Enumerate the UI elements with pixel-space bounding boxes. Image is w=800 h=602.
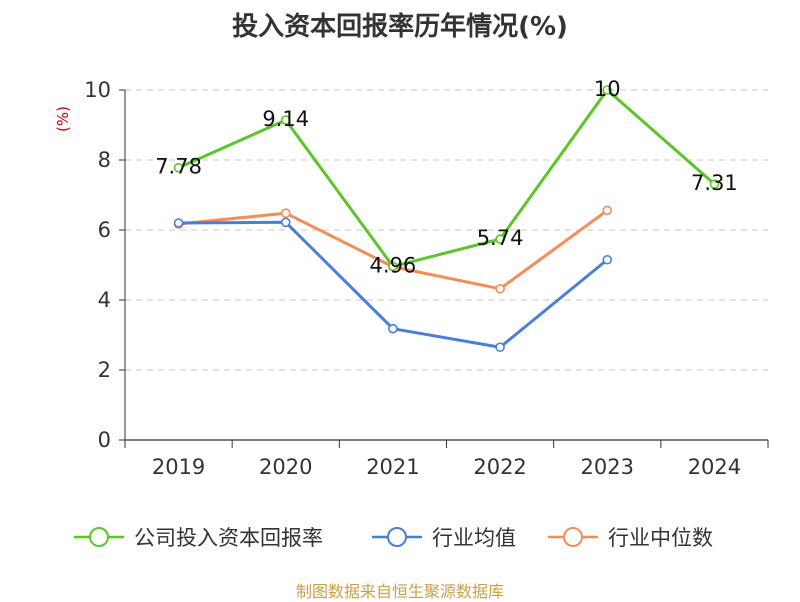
data-point xyxy=(602,254,613,265)
axis-layer: 0 2 4 6 8 10 2019 2020 2021 2022 2023 2024 xyxy=(84,78,769,479)
data-point xyxy=(388,323,398,334)
grid-layer xyxy=(125,89,768,371)
y-tick-label: 10 xyxy=(84,78,111,102)
data-label: 7.31 xyxy=(691,171,738,195)
x-tick-label: 2020 xyxy=(259,455,312,479)
data-label: 9.14 xyxy=(262,107,309,131)
x-tick-label: 2022 xyxy=(473,455,526,479)
legend-marker xyxy=(387,527,407,547)
data-label-layer: 7.78 9.14 4.96 5.74 10 7.31 xyxy=(155,77,738,277)
legend-marker xyxy=(563,527,583,547)
legend-label: 行业中位数 xyxy=(608,526,713,550)
data-point xyxy=(495,283,505,294)
y-tick-label: 6 xyxy=(98,218,111,242)
y-tick-label: 2 xyxy=(98,358,111,382)
legend: 公司投入资本回报率 行业均值 行业中位数 xyxy=(74,526,713,550)
x-tick-label: 2024 xyxy=(688,455,741,479)
data-point xyxy=(173,218,184,228)
data-label: 4.96 xyxy=(370,253,417,277)
data-point xyxy=(280,208,291,218)
x-tick-label: 2021 xyxy=(366,455,419,479)
legend-label: 行业均值 xyxy=(432,526,516,550)
data-point xyxy=(173,162,184,173)
data-point xyxy=(709,179,720,189)
data-label: 5.74 xyxy=(477,226,524,250)
data-point xyxy=(495,342,505,353)
chart-title: 投入资本回报率历年情况(%) xyxy=(232,12,568,42)
y-tick-label: 0 xyxy=(98,428,111,452)
y-tick-label: 4 xyxy=(98,288,111,312)
data-point xyxy=(602,85,613,95)
x-tick-label: 2019 xyxy=(152,455,205,479)
data-label: 10 xyxy=(594,77,621,101)
data-label: 7.78 xyxy=(155,155,202,179)
data-point xyxy=(495,234,505,244)
data-point xyxy=(280,115,291,125)
legend-marker xyxy=(89,527,109,547)
data-point xyxy=(280,217,291,228)
data-point xyxy=(388,261,398,272)
legend-label: 公司投入资本回报率 xyxy=(134,526,323,550)
source-note: 制图数据来自恒生聚源数据库 xyxy=(295,582,504,601)
series-line xyxy=(177,88,716,268)
data-point xyxy=(602,205,613,216)
x-tick-label: 2023 xyxy=(581,455,634,479)
series-layer xyxy=(173,85,720,353)
y-tick-label: 8 xyxy=(98,148,111,172)
